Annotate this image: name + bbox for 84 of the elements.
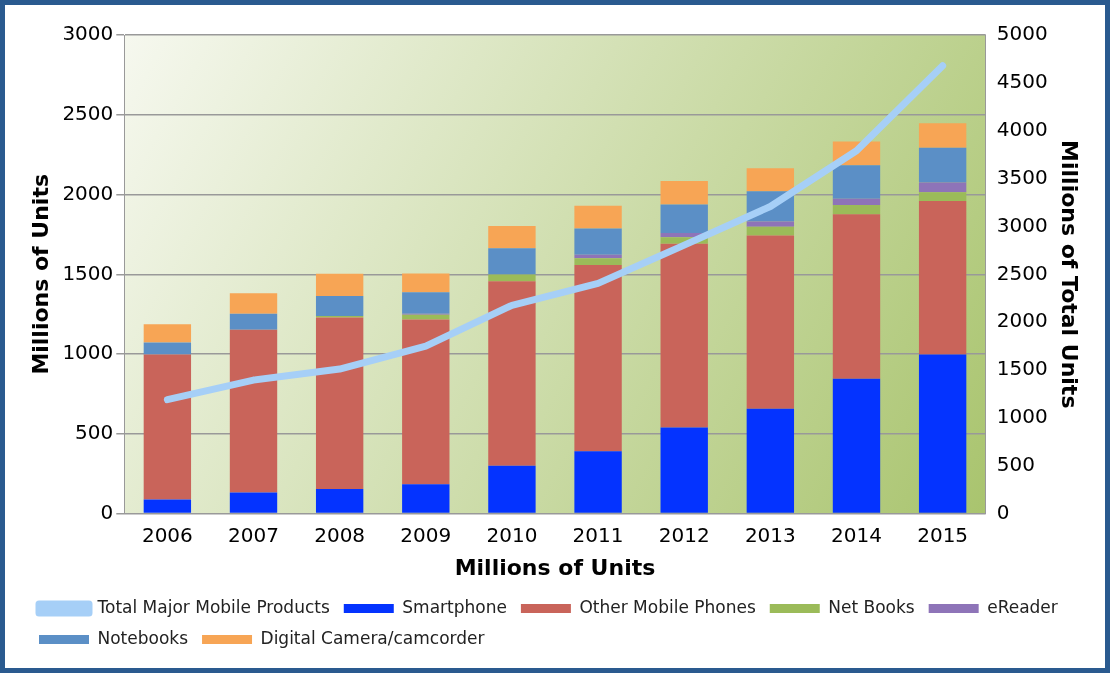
bar [315, 489, 364, 513]
legend-label: Net Books [828, 596, 915, 617]
bar [746, 221, 795, 227]
bar [402, 319, 450, 485]
bar [574, 451, 622, 513]
y2-tick-label: 1000 [996, 404, 1048, 429]
bar [488, 465, 536, 513]
bar [488, 274, 536, 282]
bar [832, 198, 881, 205]
x-axis-title: Millions of Units [454, 554, 656, 580]
y2-axis-title: Millions of Total Units [1057, 140, 1083, 409]
bar [315, 273, 364, 296]
x-tick-label: 2008 [314, 522, 366, 547]
y2-tick-label: 0 [996, 499, 1010, 524]
bar [488, 225, 536, 249]
bar [143, 499, 192, 513]
bar [229, 313, 278, 330]
bar [229, 293, 278, 314]
x-tick-label: 2014 [831, 522, 882, 547]
y-axis-title: Millions of Units [27, 173, 53, 375]
legend-label: Other Mobile Phones [579, 596, 756, 617]
legend-label: eReader [987, 596, 1058, 617]
bar [229, 329, 278, 493]
bar [143, 324, 192, 343]
y-tick-label: 2000 [62, 180, 114, 205]
bar [488, 248, 536, 275]
bar [143, 354, 192, 500]
bar [918, 200, 967, 355]
bar [402, 484, 450, 513]
x-tick-label: 2006 [141, 522, 193, 547]
y2-tick-label: 2000 [996, 308, 1048, 333]
y2-tick-label: 1500 [996, 356, 1048, 381]
bar [832, 378, 881, 513]
x-tick-label: 2011 [572, 522, 624, 547]
bar [918, 147, 967, 183]
bar [660, 180, 708, 205]
y2-tick-label: 3500 [996, 164, 1048, 189]
y2-tick-label: 4500 [996, 69, 1048, 94]
bar [918, 123, 967, 148]
y-tick-label: 0 [100, 499, 114, 524]
bar [746, 226, 795, 236]
bar [660, 427, 708, 513]
x-tick-label: 2013 [744, 522, 796, 547]
bar [660, 204, 708, 233]
bar [918, 182, 967, 193]
legend-label: Digital Camera/camcorder [260, 627, 485, 648]
bar [143, 342, 192, 355]
bar [402, 273, 450, 293]
y-tick-label: 1500 [62, 260, 114, 285]
bar [746, 168, 795, 192]
bar [574, 228, 622, 255]
y-tick-label: 2500 [62, 100, 114, 125]
bar [315, 317, 364, 490]
x-tick-label: 2007 [228, 522, 279, 547]
legend-label: Smartphone [402, 596, 507, 617]
y2-tick-label: 5000 [996, 21, 1048, 46]
bar [315, 296, 364, 316]
bar [574, 264, 622, 452]
y-tick-label: 1000 [62, 340, 114, 365]
bar [229, 492, 278, 513]
bar [574, 205, 622, 229]
x-tick-label: 2010 [486, 522, 538, 547]
bar [746, 235, 795, 409]
bar [832, 214, 881, 379]
y-tick-label: 500 [75, 420, 114, 445]
y2-tick-label: 4000 [996, 116, 1048, 141]
y2-tick-label: 2500 [996, 260, 1048, 285]
bar [832, 204, 881, 215]
bar [660, 243, 708, 428]
x-tick-label: 2009 [400, 522, 452, 547]
x-tick-label: 2012 [658, 522, 710, 547]
bar [488, 281, 536, 466]
y2-tick-label: 500 [996, 451, 1035, 476]
y2-tick-label: 3000 [996, 212, 1048, 237]
bar [832, 165, 881, 199]
bar [918, 192, 967, 201]
y-tick-label: 3000 [62, 21, 114, 46]
bar [402, 292, 450, 314]
bar [574, 258, 622, 265]
legend-label: Total Major Mobile Products [96, 596, 330, 617]
bar [746, 408, 795, 513]
x-tick-label: 2015 [917, 522, 969, 547]
bar [918, 354, 967, 513]
legend-label: Notebooks [97, 627, 189, 648]
